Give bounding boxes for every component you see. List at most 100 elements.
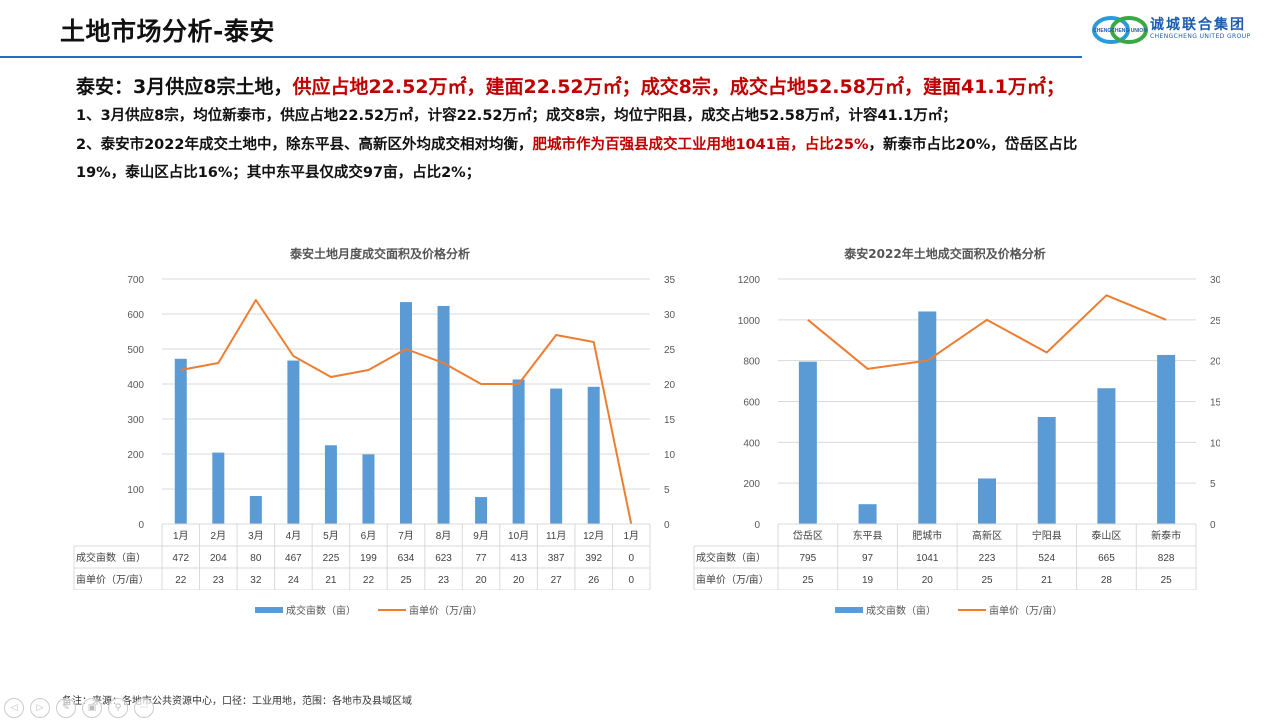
svg-text:CHENGCHENG UNION: CHENGCHENG UNION [1093,28,1147,34]
svg-text:0: 0 [664,520,670,531]
svg-text:20: 20 [1210,357,1220,368]
point-1: 1、3月供应8宗，均位新泰市，供应占地22.52万㎡，计容22.52万㎡；成交8… [76,108,957,124]
svg-text:21: 21 [325,575,337,586]
svg-text:400: 400 [743,438,760,449]
svg-text:387: 387 [548,553,565,564]
svg-text:80: 80 [250,553,262,564]
svg-text:1月: 1月 [173,530,189,542]
svg-text:600: 600 [127,310,144,321]
svg-text:0: 0 [1210,520,1216,531]
svg-text:0: 0 [628,575,634,586]
prev-icon[interactable]: ◁ [4,698,24,718]
svg-text:200: 200 [743,479,760,490]
svg-text:10: 10 [664,450,676,461]
monthly-chart-plot: 0100200300400500600700051015202530351月47… [73,275,676,590]
svg-text:成交亩数（亩）: 成交亩数（亩） [696,551,766,564]
svg-text:1000: 1000 [738,316,761,327]
svg-text:97: 97 [862,553,874,564]
svg-text:8月: 8月 [436,530,452,542]
line-swatch-icon [378,608,406,611]
svg-text:19: 19 [862,575,874,586]
svg-text:25: 25 [981,575,993,586]
svg-text:22: 22 [363,575,375,586]
svg-text:25: 25 [1161,575,1173,586]
svg-text:泰山区: 泰山区 [1091,529,1121,542]
title-divider [0,56,1082,58]
svg-text:3月: 3月 [248,530,264,542]
summary-prefix: 泰安：3月供应8宗土地， [76,76,293,98]
svg-text:5月: 5月 [323,530,339,542]
svg-text:300: 300 [127,415,144,426]
svg-text:25: 25 [664,345,676,356]
summary-highlight: 供应占地22.52万㎡，建面22.52万㎡；成交8宗，成交占地52.58万㎡，建… [292,76,1065,98]
svg-text:5: 5 [664,485,670,496]
svg-text:7月: 7月 [398,530,414,542]
svg-text:岱岳区: 岱岳区 [793,529,823,542]
legend-item-bar: 成交亩数（亩） [835,602,936,617]
svg-text:22: 22 [175,575,187,586]
legend-item-line: 亩单价（万/亩） [378,602,482,617]
next-icon[interactable]: ▷ [30,698,50,718]
svg-text:828: 828 [1158,553,1175,564]
logo-text-cn: 诚城联合集团 [1150,17,1246,33]
svg-text:肥城市: 肥城市 [912,529,942,542]
svg-text:28: 28 [1101,575,1113,586]
point-2-suffix: ，新泰市占比20%，岱岳区占比 [868,137,1078,153]
more-icon[interactable]: ⋯ [134,698,154,718]
monthly-chart: 泰安土地月度成交面积及价格分析 0 100 200 300 400 500 600 700 0 5… [70,240,690,620]
svg-text:0: 0 [138,520,144,531]
point-2-continued: 19%，泰山区占比16%；其中东平县仅成交97亩，占比2%； [76,165,481,181]
line-swatch-icon [958,608,986,611]
point-2-prefix: 2、泰安市2022年成交土地中，除东平县、高新区外均成交相对均衡， [76,137,533,153]
svg-text:15: 15 [664,415,676,426]
svg-text:413: 413 [510,553,527,564]
svg-text:6月: 6月 [361,530,377,542]
svg-text:524: 524 [1038,553,1055,564]
svg-text:1月: 1月 [623,530,639,542]
chart-legend: 成交亩数（亩） 亩单价（万/亩） [835,602,1062,617]
point-2-highlight: 肥城市作为百强县成交工业用地1041亩，占比25% [532,137,869,153]
svg-text:20: 20 [476,575,488,586]
svg-text:20: 20 [513,575,525,586]
pen-icon[interactable]: ✎ [56,698,76,718]
svg-text:东平县: 东平县 [853,529,883,542]
legend-item-line: 亩单价（万/亩） [958,602,1062,617]
svg-text:23: 23 [438,575,450,586]
logo-text-en: CHENGCHENG UNITED GROUP [1150,33,1251,40]
svg-text:500: 500 [127,345,144,356]
svg-text:600: 600 [743,398,760,409]
summary-headline: 泰安：3月供应8宗土地，供应占地22.52万㎡，建面22.52万㎡；成交8宗，成… [76,72,1065,99]
svg-text:1041: 1041 [916,553,939,564]
svg-text:25: 25 [1210,316,1220,327]
svg-text:26: 26 [588,575,600,586]
svg-text:77: 77 [476,553,488,564]
svg-text:30: 30 [664,310,676,321]
svg-text:成交亩数（亩）: 成交亩数（亩） [76,551,146,564]
svg-text:204: 204 [210,553,227,564]
svg-text:亩单价（万/亩）: 亩单价（万/亩） [76,573,149,586]
svg-text:199: 199 [360,553,377,564]
bar-swatch-icon [835,606,863,613]
svg-text:200: 200 [127,450,144,461]
svg-text:10月: 10月 [508,530,529,542]
svg-text:795: 795 [800,553,817,564]
svg-text:20: 20 [922,575,934,586]
district-chart-plot: 0 200 400 600 800 1000 1200 0 5 10 15 20 25 30 岱岳区 795 2… [693,275,1220,590]
slides-icon[interactable]: ▣ [82,698,102,718]
svg-text:623: 623 [435,553,452,564]
svg-text:0: 0 [754,520,760,531]
svg-text:1200: 1200 [738,275,761,286]
svg-text:400: 400 [127,380,144,391]
chart-title: 泰安2022年土地成交面积及价格分析 [844,247,1046,261]
svg-text:10: 10 [1210,438,1220,449]
svg-text:225: 225 [323,553,340,564]
slideshow-nav: ◁ ▷ ✎ ▣ ⚲ ⋯ [4,698,154,718]
chart-legend: 成交亩数（亩） 亩单价（万/亩） [255,602,482,617]
svg-text:32: 32 [250,575,262,586]
zoom-icon[interactable]: ⚲ [108,698,128,718]
svg-text:24: 24 [288,575,300,586]
svg-text:700: 700 [127,275,144,286]
chart-title: 泰安土地月度成交面积及价格分析 [289,247,470,261]
company-logo: CHENGCHENG UNION 诚城联合集团 CHENGCHENG UNITE… [1092,14,1252,46]
svg-text:35: 35 [664,275,676,286]
